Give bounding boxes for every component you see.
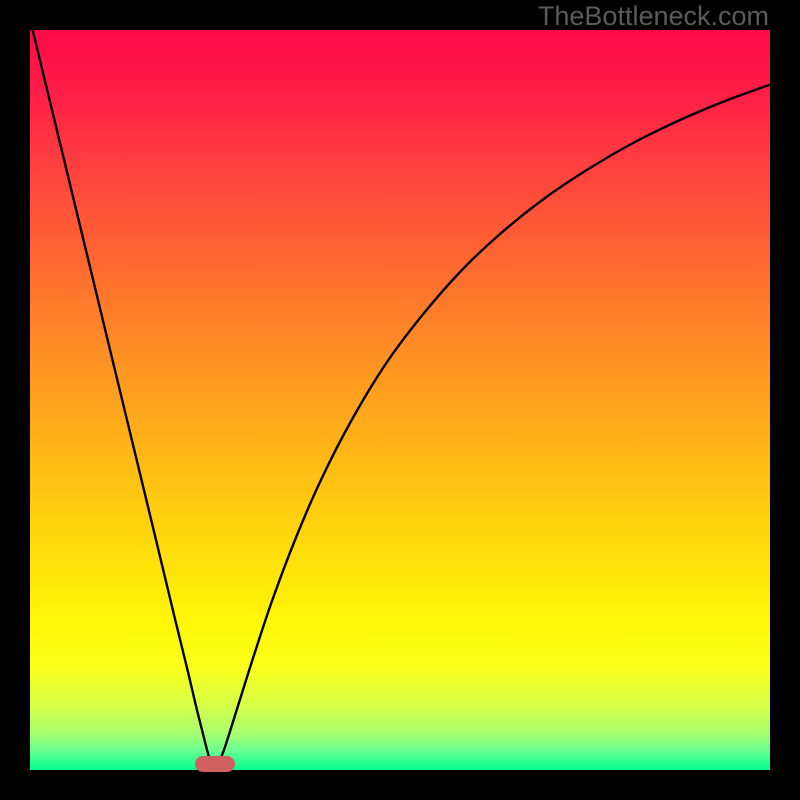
bottleneck-curve (0, 0, 800, 800)
curve-path (30, 20, 783, 769)
chart-stage: TheBottleneck.com (0, 0, 800, 800)
optimal-marker (195, 756, 235, 772)
